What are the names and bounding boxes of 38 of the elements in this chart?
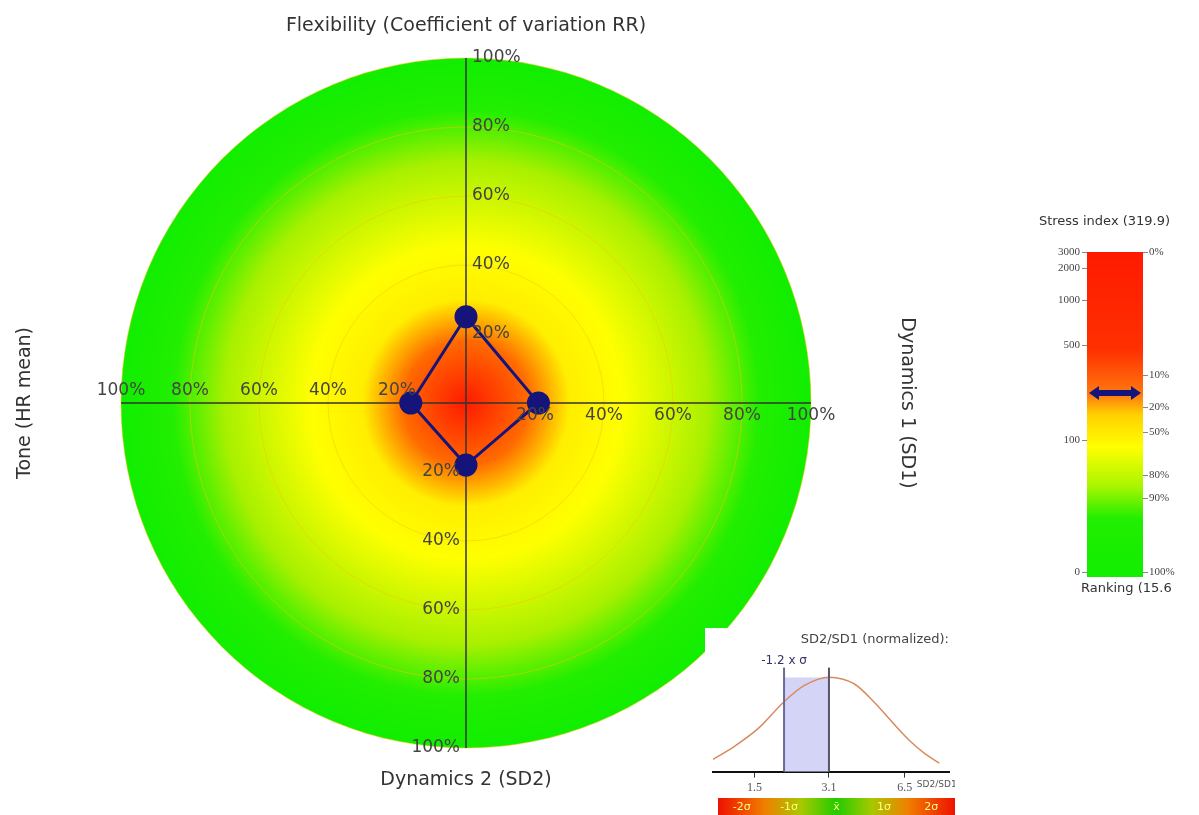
text: 90% — [1149, 491, 1170, 503]
text: 500 — [1063, 338, 1080, 350]
text: 80% — [1149, 468, 1170, 480]
color-strip: -2σ -1σ x̄ 1σ 2σ — [718, 798, 955, 815]
text: 2000 — [1058, 261, 1080, 273]
text: Stress index (319.9) — [1037, 213, 1172, 228]
text: 100 — [1063, 433, 1080, 445]
text: 80% — [472, 115, 510, 136]
text: 40% — [422, 529, 460, 550]
text: 20% — [422, 460, 460, 481]
text: 100% — [96, 378, 146, 399]
x-tick-label: 6.5 — [897, 779, 913, 794]
x-axis-title: SD2/SD1 — [916, 778, 957, 789]
text: 100% — [1149, 565, 1175, 577]
text: 80% — [422, 667, 460, 688]
text: 20% — [1149, 400, 1170, 412]
text: 10% — [1149, 368, 1170, 380]
text: 80% — [171, 378, 209, 399]
chart-title: SD2/SD1 (normalized): — [800, 631, 949, 647]
text: 0 — [1074, 565, 1080, 577]
spoke-label: Dynamics 1 (SD1) — [898, 317, 921, 489]
text: 50% — [1149, 425, 1170, 437]
ref-line-label: -1.2 x σ — [761, 652, 808, 667]
spoke-label: Flexibility (Coefficient of variation RR) — [285, 12, 647, 35]
spoke-label: Tone (HR mean) — [11, 326, 34, 481]
text: 40% — [472, 253, 510, 274]
text: 1000 — [1058, 293, 1080, 305]
x-tick-label: 3.1 — [821, 779, 837, 794]
x-tick-label: 1.5 — [747, 779, 763, 794]
text: 60% — [654, 403, 692, 424]
text: 20% — [378, 378, 416, 399]
spoke-label: Dynamics 2 (SD2) — [380, 766, 552, 789]
text: 40% — [309, 378, 347, 399]
text: 3000 — [1058, 245, 1080, 257]
text: 60% — [472, 184, 510, 205]
text: 0% — [1149, 245, 1164, 257]
text: Ranking (15.6 — [1081, 580, 1172, 595]
text: 60% — [240, 378, 278, 399]
